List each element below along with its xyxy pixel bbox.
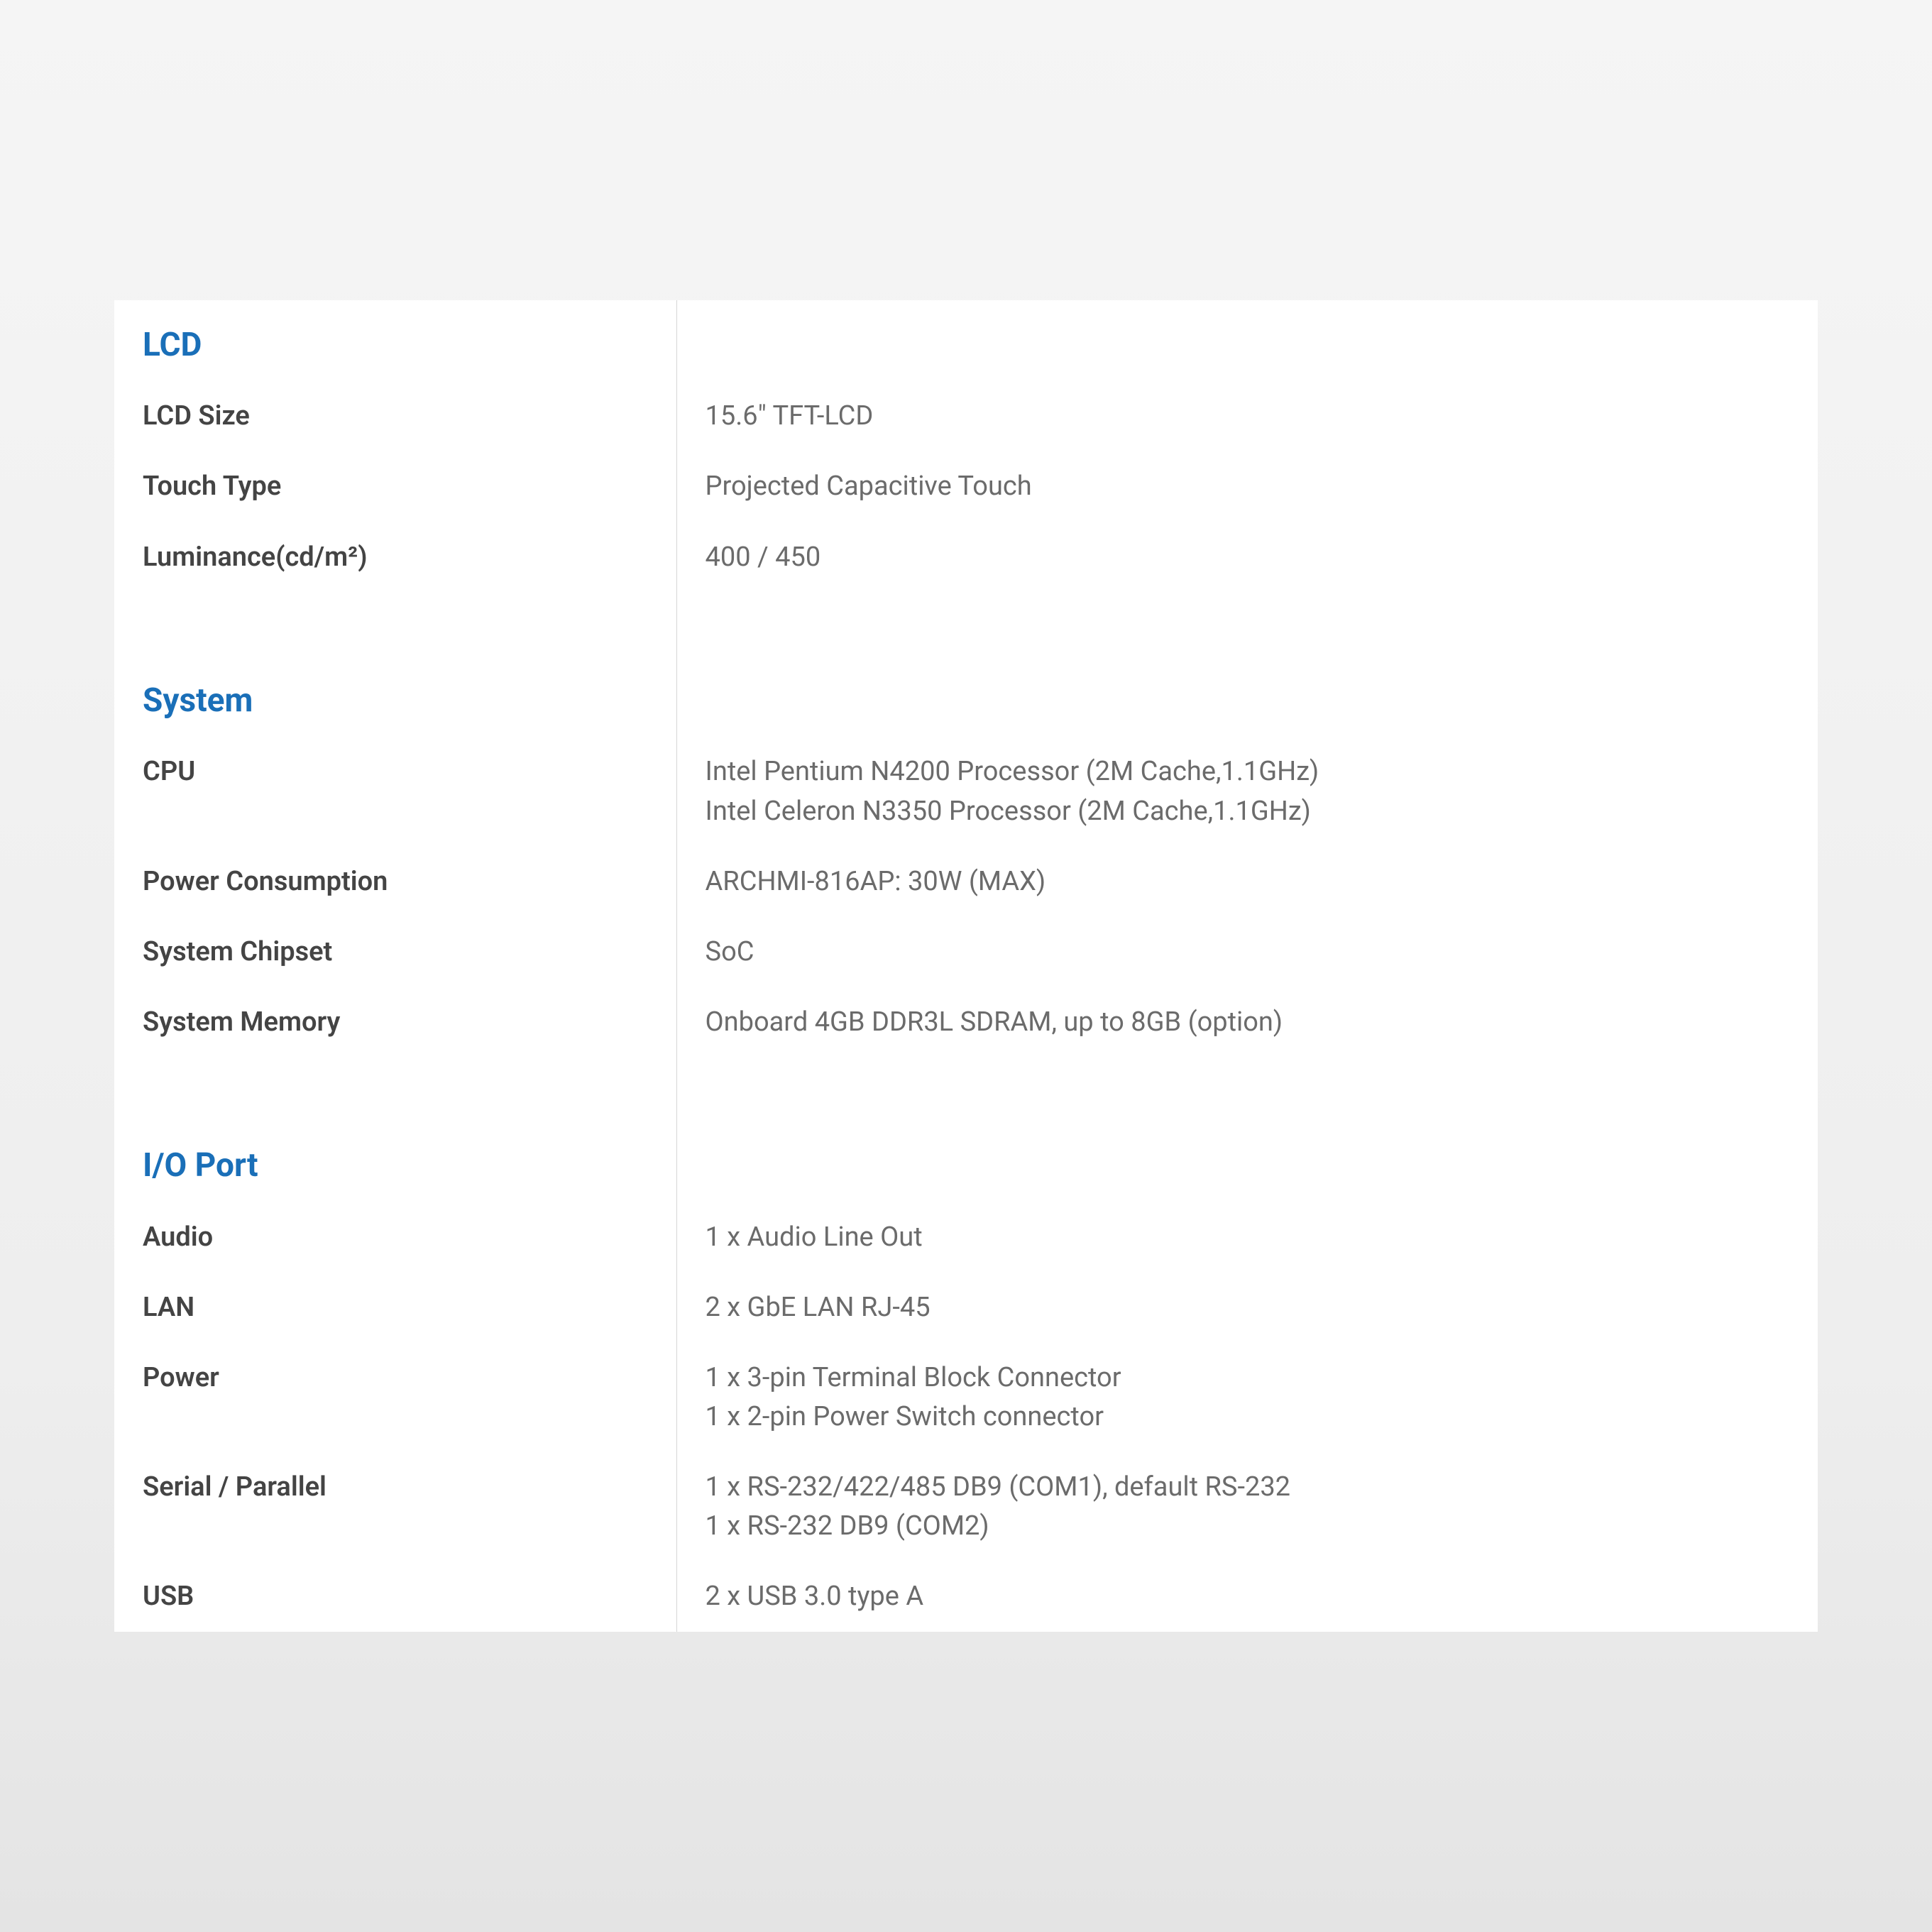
section-title-empty [676, 646, 1818, 737]
spec-value: 1 x Audio Line Out [676, 1202, 1818, 1273]
spec-row: LCD Size15.6" TFT-LCD [114, 381, 1818, 451]
spec-row: Touch TypeProjected Capacitive Touch [114, 451, 1818, 522]
section-title: I/O Port [114, 1111, 676, 1202]
spec-value: 1 x 3-pin Terminal Block Connector1 x 2-… [676, 1343, 1818, 1452]
spec-row: Luminance(cd/m²)400 / 450 [114, 522, 1818, 593]
section-gap [114, 593, 1818, 646]
spec-table-body: LCDLCD Size15.6" TFT-LCDTouch TypeProjec… [114, 300, 1818, 1632]
spec-row: Audio1 x Audio Line Out [114, 1202, 1818, 1273]
spec-row: CPUIntel Pentium N4200 Processor (2M Cac… [114, 737, 1818, 846]
spec-label: System Memory [114, 987, 676, 1058]
spec-value: 15.6" TFT-LCD [676, 381, 1818, 451]
spec-row: LAN2 x GbE LAN RJ-45 [114, 1273, 1818, 1343]
spec-label: Serial / Parallel [114, 1452, 676, 1561]
spec-value: SoC [676, 917, 1818, 987]
section-title: System [114, 646, 676, 737]
spec-value: Intel Pentium N4200 Processor (2M Cache,… [676, 737, 1818, 846]
spec-label: LAN [114, 1273, 676, 1343]
spec-value: 2 x GbE LAN RJ-45 [676, 1273, 1818, 1343]
spec-label: Power [114, 1343, 676, 1452]
section-title: LCD [114, 300, 676, 382]
section-title-empty [676, 1111, 1818, 1202]
spec-label: USB [114, 1561, 676, 1632]
spec-label: CPU [114, 737, 676, 846]
section-header-row: System [114, 646, 1818, 737]
spec-row: System MemoryOnboard 4GB DDR3L SDRAM, up… [114, 987, 1818, 1058]
spec-value: Onboard 4GB DDR3L SDRAM, up to 8GB (opti… [676, 987, 1818, 1058]
spec-value: 400 / 450 [676, 522, 1818, 593]
spec-row: USB2 x USB 3.0 type A [114, 1561, 1818, 1632]
spec-label: System Chipset [114, 917, 676, 987]
section-header-row: I/O Port [114, 1111, 1818, 1202]
spec-row: System ChipsetSoC [114, 917, 1818, 987]
spec-value: 2 x USB 3.0 type A [676, 1561, 1818, 1632]
spec-row: Power1 x 3-pin Terminal Block Connector1… [114, 1343, 1818, 1452]
spec-value: Projected Capacitive Touch [676, 451, 1818, 522]
spec-label: Power Consumption [114, 847, 676, 917]
section-gap [114, 1058, 1818, 1111]
spec-row: Serial / Parallel1 x RS-232/422/485 DB9 … [114, 1452, 1818, 1561]
spec-value: 1 x RS-232/422/485 DB9 (COM1), default R… [676, 1452, 1818, 1561]
spec-label: LCD Size [114, 381, 676, 451]
spec-value: ARCHMI-816AP: 30W (MAX) [676, 847, 1818, 917]
section-title-empty [676, 300, 1818, 382]
spec-label: Touch Type [114, 451, 676, 522]
spec-table: LCDLCD Size15.6" TFT-LCDTouch TypeProjec… [114, 300, 1818, 1632]
section-header-row: LCD [114, 300, 1818, 382]
spec-label: Audio [114, 1202, 676, 1273]
spec-row: Power ConsumptionARCHMI-816AP: 30W (MAX) [114, 847, 1818, 917]
spec-label: Luminance(cd/m²) [114, 522, 676, 593]
